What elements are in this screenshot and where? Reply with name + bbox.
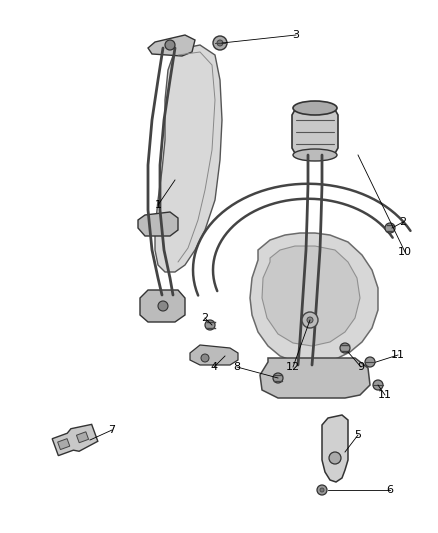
Text: 9: 9	[357, 362, 364, 372]
Polygon shape	[52, 424, 98, 456]
Circle shape	[373, 380, 383, 390]
Polygon shape	[138, 212, 178, 236]
Text: 3: 3	[293, 30, 300, 40]
Circle shape	[217, 40, 223, 46]
Circle shape	[340, 343, 350, 353]
Circle shape	[385, 223, 395, 233]
Circle shape	[273, 373, 283, 383]
Polygon shape	[262, 246, 360, 346]
Polygon shape	[190, 345, 238, 365]
Polygon shape	[148, 35, 195, 56]
Text: 11: 11	[378, 390, 392, 400]
Circle shape	[205, 320, 215, 330]
Circle shape	[158, 301, 168, 311]
Text: 6: 6	[386, 485, 393, 495]
Text: 1: 1	[155, 200, 162, 210]
Text: 10: 10	[398, 247, 412, 257]
Text: 2: 2	[201, 313, 208, 323]
Text: 7: 7	[109, 425, 116, 435]
Circle shape	[213, 36, 227, 50]
Circle shape	[320, 488, 324, 492]
Circle shape	[365, 357, 375, 367]
Ellipse shape	[293, 149, 337, 161]
Polygon shape	[140, 290, 185, 322]
Circle shape	[307, 317, 313, 323]
Text: 4: 4	[210, 362, 218, 372]
Circle shape	[329, 452, 341, 464]
Circle shape	[302, 312, 318, 328]
Polygon shape	[250, 233, 378, 364]
Polygon shape	[260, 358, 370, 398]
Polygon shape	[58, 439, 70, 449]
Circle shape	[201, 354, 209, 362]
Text: 12: 12	[286, 362, 300, 372]
Text: 2: 2	[399, 217, 406, 227]
Text: 8: 8	[233, 362, 240, 372]
Text: 5: 5	[354, 430, 361, 440]
Polygon shape	[322, 415, 348, 482]
Circle shape	[317, 485, 327, 495]
Circle shape	[165, 40, 175, 50]
Text: 11: 11	[391, 350, 405, 360]
Polygon shape	[292, 108, 338, 155]
Ellipse shape	[293, 101, 337, 115]
Polygon shape	[77, 432, 88, 443]
Polygon shape	[155, 45, 222, 272]
